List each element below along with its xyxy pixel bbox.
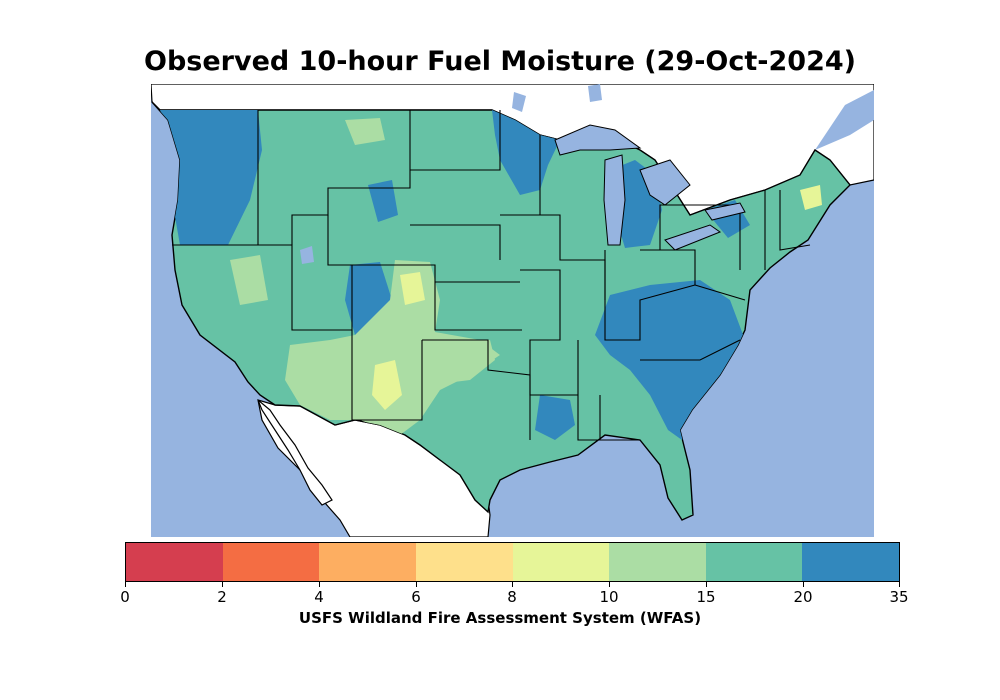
lake-superior — [554, 124, 642, 156]
colorbar-bin-4-6 — [319, 543, 416, 581]
colorbar-tick-label: 2 — [217, 588, 227, 606]
colorbar-tick-label: 0 — [120, 588, 130, 606]
lake-huron — [639, 159, 691, 206]
lake-ontario — [704, 202, 746, 221]
colorbar-tick-label: 10 — [599, 588, 619, 606]
colorbar-bin-6-8 — [415, 543, 513, 581]
region-ne-yellow — [800, 185, 822, 210]
colorbar-tick-mark — [512, 582, 513, 587]
colorbar-tick-label: 20 — [793, 588, 813, 606]
gulf-st-lawrence — [815, 90, 874, 150]
colorbar-label: USFS Wildland Fire Assessment System (WF… — [298, 609, 702, 627]
baja-land — [257, 399, 333, 506]
region-co-yellow — [400, 272, 425, 305]
region-gulf — [535, 395, 575, 440]
region-texas-panhandle — [420, 340, 495, 385]
colorbar-tick-label: 4 — [314, 588, 324, 606]
colorbar-tick-label: 35 — [889, 588, 909, 606]
colorbar-tick-mark — [125, 582, 126, 587]
colorbar-bin-15-20 — [705, 543, 803, 581]
lake-michigan — [603, 154, 626, 246]
state-borders — [172, 110, 811, 441]
colorbar-tick-label: 6 — [411, 588, 421, 606]
colorbar-tick-mark — [609, 582, 610, 587]
colorbar-tick-label: 8 — [507, 588, 517, 606]
colorbar-tick-mark — [416, 582, 417, 587]
lake-patch — [588, 84, 602, 102]
colorbar-bin-8-10 — [512, 543, 610, 581]
region-southwest — [285, 260, 500, 435]
region-montana-patch — [345, 118, 385, 145]
colorbar — [125, 542, 900, 582]
lake-erie — [664, 224, 722, 251]
lake-patch-2 — [512, 92, 526, 112]
region-nevada-patch — [230, 255, 268, 305]
colorbar-tick-mark — [706, 582, 707, 587]
colorbar-bin-2-4 — [222, 543, 320, 581]
colorbar-tick-mark — [319, 582, 320, 587]
great-salt-lake — [300, 246, 314, 264]
region-pacific-nw — [160, 110, 262, 245]
colorbar-tick-label: 15 — [696, 588, 716, 606]
colorbar-bin-10-15 — [609, 543, 706, 581]
colorbar-tick-mark — [222, 582, 223, 587]
fuel-moisture-map — [151, 84, 874, 537]
map-title: Observed 10-hour Fuel Moisture (29-Oct-2… — [144, 46, 856, 77]
colorbar-bin-0-2 — [126, 543, 223, 581]
region-nm-yellow — [372, 360, 402, 410]
colorbar-tick-mark — [899, 582, 900, 587]
region-wyoming — [368, 180, 398, 222]
colorbar-bin-20-35 — [802, 543, 899, 581]
colorbar-tick-mark — [803, 582, 804, 587]
